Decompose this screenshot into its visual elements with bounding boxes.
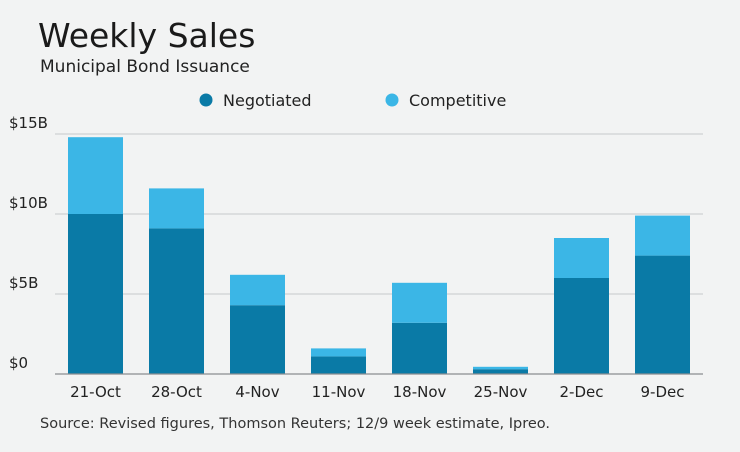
source-note: Source: Revised figures, Thomson Reuters… <box>40 416 550 432</box>
y-tick-label: $15B <box>9 114 48 132</box>
x-tick-label: 4-Nov <box>235 383 279 401</box>
bar-negotiated-28-oct <box>149 228 204 374</box>
bar-competitive-11-nov <box>311 348 366 357</box>
bar-negotiated-21-oct <box>68 214 123 374</box>
bar-competitive-18-nov <box>392 282 447 323</box>
x-tick-label: 28-Oct <box>151 383 202 401</box>
legend-label-negotiated: Negotiated <box>223 91 312 110</box>
y-tick-label: $5B <box>9 274 38 292</box>
y-tick-label: $0 <box>9 354 28 372</box>
bar-competitive-4-nov <box>230 274 285 306</box>
bar-competitive-25-nov <box>473 366 528 370</box>
x-tick-label: 9-Dec <box>641 383 685 401</box>
legend: Negotiated Competitive <box>199 91 506 110</box>
bar-competitive-9-dec <box>635 215 690 256</box>
y-tick-label: $10B <box>9 194 48 212</box>
bar-negotiated-2-dec <box>554 278 609 374</box>
x-tick-label: 21-Oct <box>70 383 121 401</box>
bar-negotiated-11-nov <box>311 356 366 374</box>
bar-competitive-21-oct <box>68 137 123 214</box>
x-tick-label: 2-Dec <box>560 383 604 401</box>
bars-layer <box>68 137 690 374</box>
x-tick-label: 18-Nov <box>393 383 447 401</box>
bar-negotiated-9-dec <box>635 255 690 374</box>
x-tick-label: 25-Nov <box>474 383 528 401</box>
legend-label-competitive: Competitive <box>409 91 506 110</box>
chart-subtitle: Municipal Bond Issuance <box>40 57 250 77</box>
bar-competitive-2-dec <box>554 238 609 278</box>
bar-negotiated-4-nov <box>230 305 285 374</box>
axis-layer: $0 $5B $10B $15B 21-Oct 28-Oct 4-Nov 11-Nov 18-N… <box>9 114 703 401</box>
legend-swatch-competitive <box>385 93 399 107</box>
bar-negotiated-18-nov <box>392 322 447 374</box>
chart-title: Weekly Sales <box>38 16 256 55</box>
bar-negotiated-25-nov <box>473 369 528 374</box>
legend-swatch-negotiated <box>199 93 213 107</box>
bar-competitive-28-oct <box>149 188 204 229</box>
x-tick-label: 11-Nov <box>312 383 366 401</box>
